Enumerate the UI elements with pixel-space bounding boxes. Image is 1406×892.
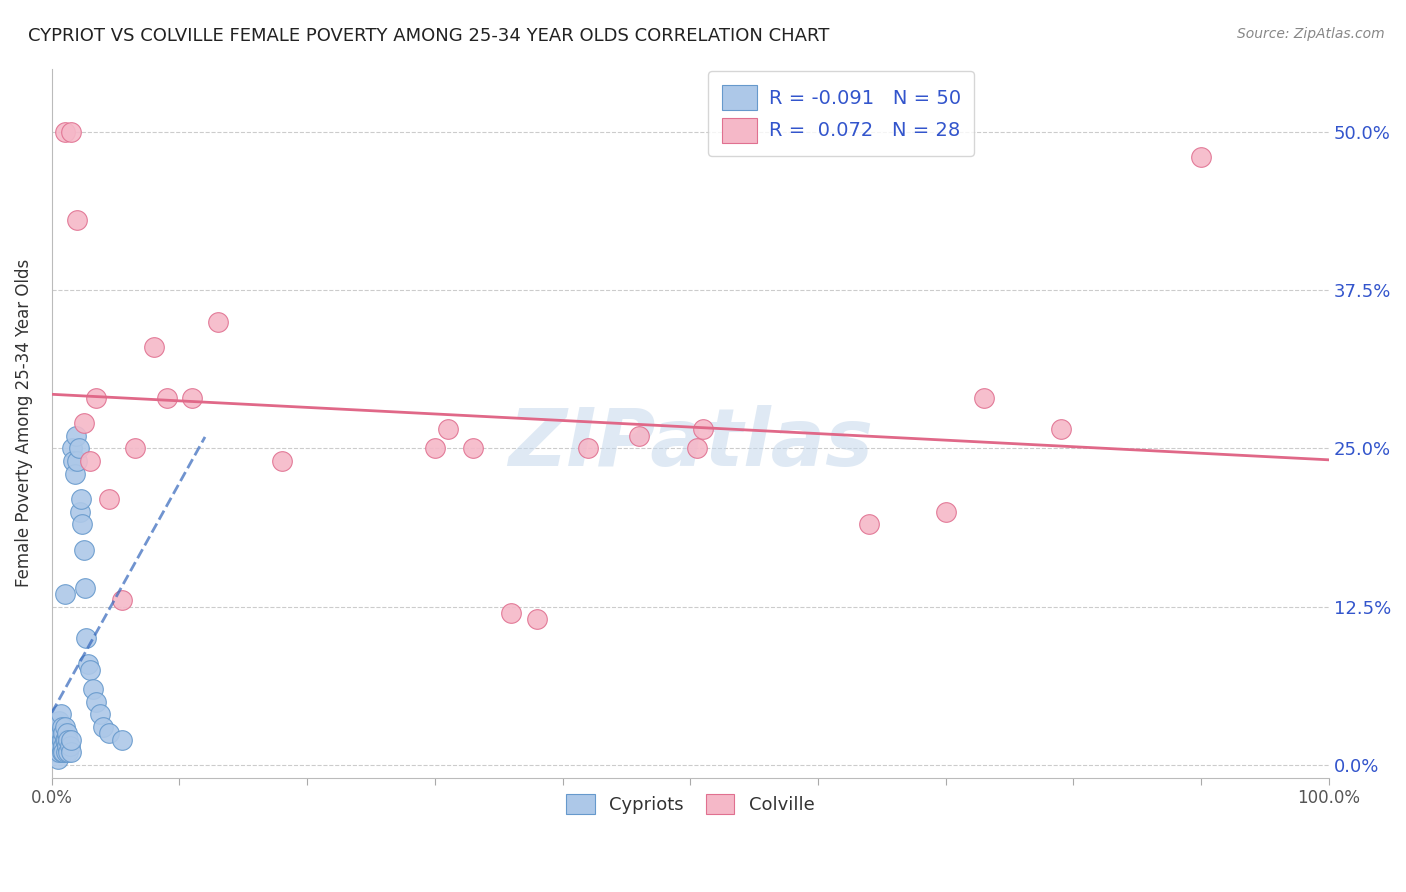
Point xyxy=(59,125,82,139)
Point xyxy=(72,517,94,532)
Point xyxy=(45,726,67,740)
Point xyxy=(51,732,73,747)
Point xyxy=(501,606,523,620)
Point xyxy=(75,632,97,646)
Point xyxy=(181,391,204,405)
Point xyxy=(628,428,651,442)
Point xyxy=(53,732,76,747)
Point xyxy=(86,391,108,405)
Point xyxy=(46,751,69,765)
Point xyxy=(207,315,229,329)
Point xyxy=(48,714,70,728)
Point xyxy=(58,732,80,747)
Point xyxy=(52,739,75,753)
Point xyxy=(59,745,82,759)
Point xyxy=(66,454,89,468)
Point xyxy=(55,732,77,747)
Point xyxy=(48,745,70,759)
Point xyxy=(70,491,93,506)
Point xyxy=(53,125,76,139)
Point xyxy=(59,732,82,747)
Point xyxy=(73,416,96,430)
Point xyxy=(63,467,86,481)
Text: ZIPatlas: ZIPatlas xyxy=(508,405,873,483)
Point xyxy=(89,707,111,722)
Point xyxy=(91,720,114,734)
Point xyxy=(73,542,96,557)
Point xyxy=(973,391,995,405)
Point xyxy=(49,707,72,722)
Point xyxy=(98,491,121,506)
Point xyxy=(55,745,77,759)
Point xyxy=(51,745,73,759)
Point xyxy=(142,340,165,354)
Point xyxy=(98,726,121,740)
Point xyxy=(62,454,84,468)
Point xyxy=(59,739,82,753)
Point xyxy=(423,442,446,456)
Point xyxy=(44,732,66,747)
Point xyxy=(526,612,548,626)
Point xyxy=(52,745,75,759)
Point xyxy=(79,663,101,677)
Point xyxy=(79,454,101,468)
Point xyxy=(82,681,104,696)
Point xyxy=(51,720,73,734)
Text: Source: ZipAtlas.com: Source: ZipAtlas.com xyxy=(1237,27,1385,41)
Point xyxy=(53,587,76,601)
Point xyxy=(49,726,72,740)
Point xyxy=(69,505,91,519)
Point xyxy=(111,732,134,747)
Point xyxy=(858,517,880,532)
Point xyxy=(1189,150,1212,164)
Legend: Cypriots, Colville: Cypriots, Colville xyxy=(555,783,825,825)
Point xyxy=(58,745,80,759)
Point xyxy=(66,213,89,227)
Point xyxy=(56,739,79,753)
Point xyxy=(45,739,67,753)
Point xyxy=(685,442,707,456)
Point xyxy=(46,720,69,734)
Point xyxy=(156,391,179,405)
Point xyxy=(76,657,98,671)
Point xyxy=(53,720,76,734)
Point xyxy=(935,505,957,519)
Point xyxy=(65,428,87,442)
Point xyxy=(270,454,292,468)
Point xyxy=(124,442,146,456)
Y-axis label: Female Poverty Among 25-34 Year Olds: Female Poverty Among 25-34 Year Olds xyxy=(15,259,32,587)
Point xyxy=(463,442,485,456)
Point xyxy=(45,745,67,759)
Point xyxy=(73,581,96,595)
Point xyxy=(436,422,458,436)
Point xyxy=(48,732,70,747)
Point xyxy=(576,442,599,456)
Point xyxy=(86,695,108,709)
Point xyxy=(49,739,72,753)
Point xyxy=(60,442,83,456)
Point xyxy=(56,726,79,740)
Point xyxy=(111,593,134,607)
Point xyxy=(67,442,90,456)
Point xyxy=(692,422,714,436)
Point xyxy=(52,726,75,740)
Point xyxy=(1049,422,1071,436)
Text: CYPRIOT VS COLVILLE FEMALE POVERTY AMONG 25-34 YEAR OLDS CORRELATION CHART: CYPRIOT VS COLVILLE FEMALE POVERTY AMONG… xyxy=(28,27,830,45)
